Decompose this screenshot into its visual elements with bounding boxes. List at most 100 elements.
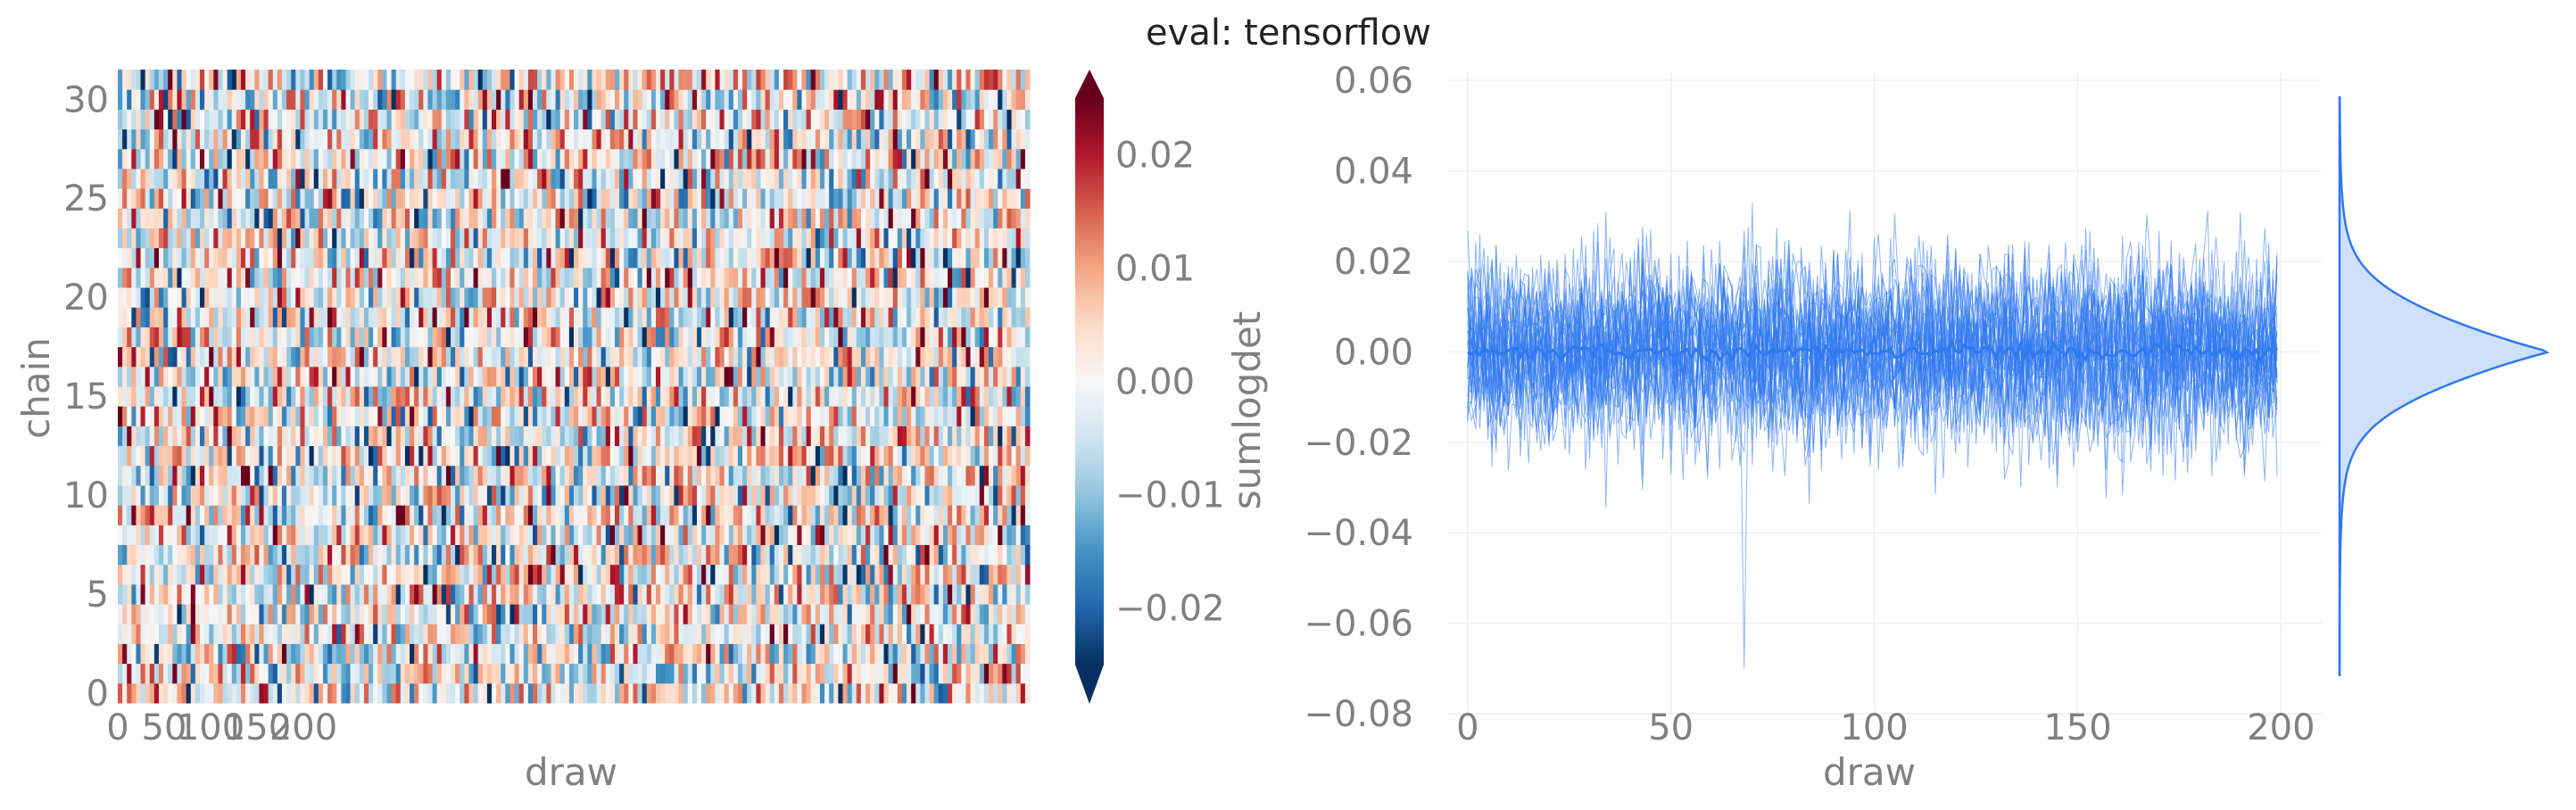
heatmap-cell bbox=[983, 484, 990, 506]
heatmap-cell bbox=[619, 227, 625, 249]
heatmap-cell bbox=[345, 307, 352, 327]
heatmap-cell bbox=[486, 227, 493, 249]
heatmap-cell bbox=[432, 406, 438, 426]
heatmap-cell bbox=[888, 604, 894, 624]
heatmap-cell bbox=[286, 682, 292, 704]
heatmap-cell bbox=[213, 287, 219, 308]
heatmap-cell bbox=[710, 247, 716, 269]
heatmap-cell bbox=[359, 426, 365, 447]
heatmap-cell bbox=[382, 208, 387, 228]
heatmap-cell bbox=[568, 564, 575, 585]
heatmap-cell bbox=[568, 465, 575, 486]
heatmap-cell bbox=[482, 267, 488, 288]
heatmap-cell bbox=[145, 525, 151, 545]
heatmap-cell bbox=[332, 445, 337, 467]
heatmap-cell bbox=[938, 247, 944, 269]
heatmap-cell bbox=[907, 247, 912, 269]
heatmap-cell bbox=[277, 604, 283, 624]
heatmap-cell bbox=[158, 227, 164, 249]
heatmap-cell bbox=[318, 663, 324, 684]
heatmap-cell bbox=[1011, 386, 1017, 407]
heatmap-cell bbox=[993, 445, 998, 467]
heatmap-cell bbox=[901, 465, 907, 486]
heatmap-cell bbox=[860, 366, 866, 387]
heatmap-cell bbox=[136, 484, 142, 506]
heatmap-cell bbox=[1024, 505, 1031, 525]
heatmap-cell bbox=[833, 247, 839, 269]
heatmap-cell bbox=[655, 484, 661, 506]
heatmap-cell bbox=[318, 307, 324, 327]
heatmap-cell bbox=[322, 346, 328, 368]
heatmap-cell bbox=[989, 426, 994, 447]
heatmap-cell bbox=[1020, 525, 1026, 545]
heatmap-cell bbox=[1011, 227, 1017, 249]
heatmap-cell bbox=[892, 426, 899, 447]
heatmap-cell bbox=[418, 682, 424, 704]
heatmap-cell bbox=[938, 604, 944, 624]
heatmap-cell bbox=[769, 525, 775, 545]
heatmap-cell bbox=[929, 247, 935, 269]
heatmap-cell bbox=[897, 386, 903, 407]
heatmap-cell bbox=[624, 208, 629, 228]
heatmap-cell bbox=[637, 247, 643, 269]
heatmap-cell bbox=[948, 406, 953, 426]
heatmap-cell bbox=[957, 287, 962, 308]
heatmap-cell bbox=[815, 326, 821, 348]
heatmap-cell bbox=[592, 366, 598, 387]
heatmap-cell bbox=[892, 505, 899, 525]
heatmap-cell bbox=[350, 484, 356, 506]
heatmap-cell bbox=[874, 525, 880, 545]
heatmap-cell bbox=[783, 247, 789, 269]
heatmap-cell bbox=[1024, 525, 1031, 545]
heatmap-cell bbox=[687, 445, 693, 467]
heatmap-cell bbox=[806, 505, 812, 525]
heatmap-cell bbox=[122, 544, 128, 566]
heatmap-cell bbox=[140, 484, 146, 506]
heatmap-cell bbox=[614, 663, 620, 684]
heatmap-cell bbox=[642, 544, 648, 566]
heatmap-cell bbox=[601, 267, 607, 288]
heatmap-cell bbox=[998, 307, 1003, 327]
heatmap-cell bbox=[957, 505, 962, 525]
heatmap-cell bbox=[172, 307, 178, 327]
heatmap-cell bbox=[263, 663, 269, 684]
heatmap-cell bbox=[706, 227, 711, 249]
heatmap-cell bbox=[605, 525, 611, 545]
heatmap-cell bbox=[418, 583, 424, 605]
heatmap-cell bbox=[404, 287, 410, 308]
heatmap-cell bbox=[970, 445, 976, 467]
heatmap-cell bbox=[332, 326, 337, 348]
heatmap-cell bbox=[1020, 307, 1026, 327]
heatmap-cell bbox=[127, 583, 132, 605]
heatmap-cell bbox=[414, 287, 419, 308]
heatmap-cell bbox=[177, 307, 183, 327]
heatmap-cell bbox=[136, 366, 142, 387]
heatmap-cell bbox=[733, 484, 739, 506]
heatmap-cell bbox=[696, 682, 702, 704]
heatmap-cell bbox=[783, 227, 789, 249]
heatmap-cell bbox=[291, 484, 296, 506]
heatmap-cell bbox=[660, 544, 666, 566]
heatmap-cell bbox=[983, 386, 990, 407]
heatmap-cell bbox=[410, 366, 415, 387]
heatmap-cell bbox=[373, 505, 378, 525]
heatmap-cell bbox=[605, 307, 611, 327]
heatmap-cell bbox=[186, 624, 192, 644]
heatmap-cell bbox=[341, 326, 346, 348]
heatmap-cell bbox=[153, 386, 160, 407]
heatmap-cell bbox=[1002, 287, 1007, 308]
heatmap-cell bbox=[983, 583, 990, 605]
heatmap-cell bbox=[587, 564, 592, 585]
heatmap-cell bbox=[769, 604, 775, 624]
heatmap-cell bbox=[268, 544, 274, 566]
heatmap-cell bbox=[733, 346, 739, 368]
heatmap-cell bbox=[747, 307, 752, 327]
heatmap-cell bbox=[1015, 525, 1022, 545]
heatmap-cell bbox=[897, 307, 903, 327]
heatmap-cell bbox=[509, 326, 516, 348]
heatmap-cell bbox=[363, 445, 369, 467]
heatmap-cell bbox=[628, 406, 634, 426]
heatmap-cell bbox=[783, 583, 789, 605]
heatmap-cell bbox=[706, 663, 711, 684]
heatmap-cell bbox=[760, 465, 766, 486]
